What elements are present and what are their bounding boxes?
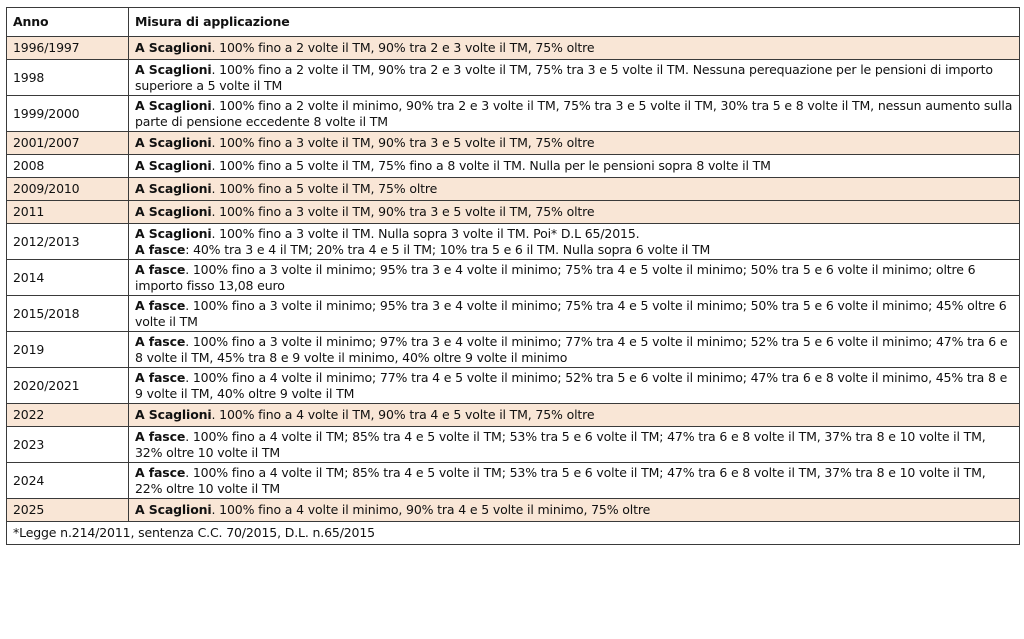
table-row: 2014 A fasce. 100% fino a 3 volte il mini… bbox=[6, 259, 1020, 296]
year-cell: 2011 bbox=[6, 200, 129, 224]
description-text: . 100% fino a 5 volte il TM, 75% oltre bbox=[211, 181, 438, 196]
method-label: A fasce bbox=[135, 464, 186, 480]
method-label: A fasce bbox=[135, 261, 186, 277]
description-text: . 100% fino a 4 volte il minimo; 77% tra… bbox=[135, 369, 1008, 401]
description-text: . 100% fino a 3 volte il minimo; 95% tra… bbox=[135, 261, 976, 293]
description-cell: A Scaglioni. 100% fino a 5 volte il TM, … bbox=[128, 177, 1020, 201]
method-label: A Scaglioni bbox=[135, 158, 212, 173]
description-cell: A Scaglioni. 100% fino a 4 volte il mini… bbox=[128, 498, 1020, 522]
year-cell: 2001/2007 bbox=[6, 131, 129, 155]
description-text: . 100% fino a 3 volte il minimo; 97% tra… bbox=[135, 333, 1008, 365]
table-row: 2008 A Scaglioni. 100% fino a 5 volte il … bbox=[6, 154, 1020, 178]
table-row: 2022 A Scaglioni. 100% fino a 4 volte il … bbox=[6, 403, 1020, 427]
perequazione-table: Anno Misura di applicazione 1996/1997 A S… bbox=[6, 7, 1020, 545]
header-year: Anno bbox=[6, 7, 129, 37]
year-cell: 1998 bbox=[6, 59, 129, 96]
header-description: Misura di applicazione bbox=[128, 7, 1020, 37]
table-row: 2012/2013 A Scaglioni. 100% fino a 3 volt… bbox=[6, 223, 1020, 260]
method-label: A Scaglioni bbox=[135, 97, 212, 113]
year-cell: 2019 bbox=[6, 331, 129, 368]
description-cell: A fasce. 100% fino a 3 volte il minimo; … bbox=[128, 295, 1020, 332]
year-cell: 2014 bbox=[6, 259, 129, 296]
description-text: . 100% fino a 3 volte il TM. Nulla sopra… bbox=[211, 225, 640, 241]
table-row: 2001/2007 A Scaglioni. 100% fino a 3 volt… bbox=[6, 131, 1020, 155]
table-row: 2024 A fasce. 100% fino a 4 volte il TM; … bbox=[6, 462, 1020, 499]
description-text: . 100% fino a 3 volte il minimo; 95% tra… bbox=[135, 297, 1007, 329]
description-text: . 100% fino a 2 volte il TM, 90% tra 2 e… bbox=[211, 40, 595, 55]
description-text: . 100% fino a 3 volte il TM, 90% tra 3 e… bbox=[211, 135, 595, 150]
description-cell: A Scaglioni. 100% fino a 2 volte il mini… bbox=[128, 95, 1020, 132]
year-cell: 2020/2021 bbox=[6, 367, 129, 404]
description-text: . 100% fino a 4 volte il TM; 85% tra 4 e… bbox=[135, 428, 986, 460]
table-row: 2009/2010 A Scaglioni. 100% fino a 5 volt… bbox=[6, 177, 1020, 201]
description-text: . 100% fino a 2 volte il minimo, 90% tra… bbox=[135, 97, 1013, 129]
method-label: A fasce bbox=[135, 428, 186, 444]
description-text: . 100% fino a 4 volte il minimo, 90% tra… bbox=[211, 502, 651, 517]
year-cell: 2012/2013 bbox=[6, 223, 129, 260]
table-row: 2011 A Scaglioni. 100% fino a 3 volte il … bbox=[6, 200, 1020, 224]
method-label: A Scaglioni bbox=[135, 502, 212, 517]
description-cell: A fasce. 100% fino a 3 volte il minimo; … bbox=[128, 259, 1020, 296]
description-cell: A fasce. 100% fino a 3 volte il minimo; … bbox=[128, 331, 1020, 368]
method-label: A Scaglioni bbox=[135, 61, 212, 77]
table-row: 2025 A Scaglioni. 100% fino a 4 volte il … bbox=[6, 498, 1020, 522]
method-label: A Scaglioni bbox=[135, 407, 212, 422]
table-row: 1998 A Scaglioni. 100% fino a 2 volte il … bbox=[6, 59, 1020, 96]
method-label: A fasce bbox=[135, 241, 186, 257]
year-cell: 2025 bbox=[6, 498, 129, 522]
year-cell: 1999/2000 bbox=[6, 95, 129, 132]
description-cell: A fasce. 100% fino a 4 volte il minimo; … bbox=[128, 367, 1020, 404]
year-cell: 2015/2018 bbox=[6, 295, 129, 332]
table-body: 1996/1997 A Scaglioni. 100% fino a 2 volt… bbox=[6, 36, 1020, 522]
description-cell: A Scaglioni. 100% fino a 5 volte il TM, … bbox=[128, 154, 1020, 178]
description-cell: A Scaglioni. 100% fino a 2 volte il TM, … bbox=[128, 36, 1020, 60]
description-text: . 100% fino a 2 volte il TM, 90% tra 2 e… bbox=[135, 61, 993, 93]
footnote-row: *Legge n.214/2011, sentenza C.C. 70/2015… bbox=[6, 521, 1020, 545]
method-label: A Scaglioni bbox=[135, 40, 212, 55]
description-text: . 100% fino a 5 volte il TM, 75% fino a … bbox=[211, 158, 771, 173]
table-row: 1999/2000 A Scaglioni. 100% fino a 2 volt… bbox=[6, 95, 1020, 132]
table-row: 2020/2021 A fasce. 100% fino a 4 volte il… bbox=[6, 367, 1020, 404]
method-label: A Scaglioni bbox=[135, 204, 212, 219]
year-cell: 2008 bbox=[6, 154, 129, 178]
method-label: A Scaglioni bbox=[135, 225, 212, 241]
table-row: 2023 A fasce. 100% fino a 4 volte il TM; … bbox=[6, 426, 1020, 463]
description-text: . 100% fino a 4 volte il TM; 85% tra 4 e… bbox=[135, 464, 986, 496]
method-label: A fasce bbox=[135, 369, 186, 385]
description-cell: A Scaglioni. 100% fino a 2 volte il TM, … bbox=[128, 59, 1020, 96]
table-row: 2019 A fasce. 100% fino a 3 volte il mini… bbox=[6, 331, 1020, 368]
table-row: 1996/1997 A Scaglioni. 100% fino a 2 volt… bbox=[6, 36, 1020, 60]
year-cell: 2009/2010 bbox=[6, 177, 129, 201]
description-text: . 100% fino a 4 volte il TM, 90% tra 4 e… bbox=[211, 407, 595, 422]
table-row: 2015/2018 A fasce. 100% fino a 3 volte il… bbox=[6, 295, 1020, 332]
method-label: A fasce bbox=[135, 297, 186, 313]
header-row: Anno Misura di applicazione bbox=[6, 7, 1020, 37]
year-cell: 1996/1997 bbox=[6, 36, 129, 60]
year-cell: 2023 bbox=[6, 426, 129, 463]
method-label: A fasce bbox=[135, 333, 186, 349]
year-cell: 2022 bbox=[6, 403, 129, 427]
description-text: . 100% fino a 3 volte il TM, 90% tra 3 e… bbox=[211, 204, 595, 219]
description-cell: A fasce. 100% fino a 4 volte il TM; 85% … bbox=[128, 426, 1020, 463]
method-label: A Scaglioni bbox=[135, 181, 212, 196]
method-label: A Scaglioni bbox=[135, 135, 212, 150]
description-cell: A Scaglioni. 100% fino a 3 volte il TM, … bbox=[128, 131, 1020, 155]
description-cell: A Scaglioni. 100% fino a 3 volte il TM, … bbox=[128, 200, 1020, 224]
description-cell: A Scaglioni. 100% fino a 4 volte il TM, … bbox=[128, 403, 1020, 427]
year-cell: 2024 bbox=[6, 462, 129, 499]
footnote: *Legge n.214/2011, sentenza C.C. 70/2015… bbox=[6, 521, 1020, 545]
description-text: : 40% tra 3 e 4 il TM; 20% tra 4 e 5 il … bbox=[185, 241, 711, 257]
description-cell: A Scaglioni. 100% fino a 3 volte il TM. … bbox=[128, 223, 1020, 260]
description-cell: A fasce. 100% fino a 4 volte il TM; 85% … bbox=[128, 462, 1020, 499]
